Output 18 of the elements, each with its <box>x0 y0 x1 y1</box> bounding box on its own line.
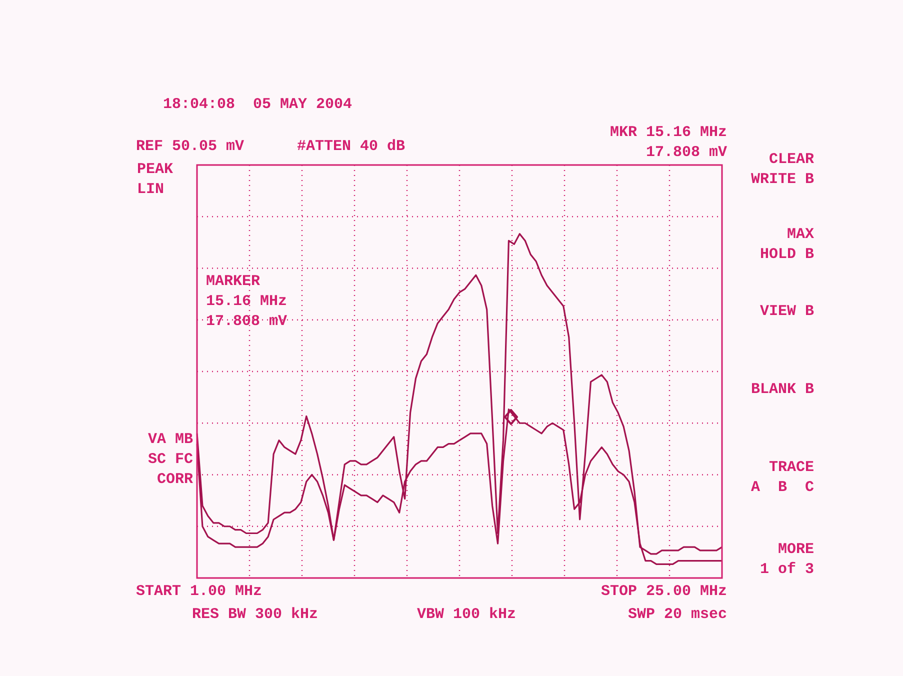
text: START 1.00 MHz <box>136 582 262 602</box>
text: #ATTEN 40 dB <box>297 137 406 157</box>
chart-title: 18:04:08 05 MAY 2004 <box>163 95 352 115</box>
text: VIEW B <box>760 302 814 322</box>
text: MORE 1 of 3 <box>760 540 814 580</box>
text: TRACE A B C <box>750 458 814 498</box>
text: CLEAR WRITE B <box>750 150 814 190</box>
annotation: MARKER 15.16 MHz 17.808 mV <box>206 272 288 332</box>
text: VBW 100 kHz <box>417 605 516 625</box>
text: MKR 15.16 MHz 17.808 mV <box>610 123 727 163</box>
text: VA MB SC FC CORR <box>148 430 193 490</box>
text: MAX HOLD B <box>760 225 814 265</box>
text: REF 50.05 mV <box>136 137 244 157</box>
text: PEAK LIN <box>137 160 174 200</box>
text: SWP 20 msec <box>628 605 727 625</box>
text: RES BW 300 kHz <box>192 605 318 625</box>
text: BLANK B <box>750 380 814 400</box>
text: STOP 25.00 MHz <box>600 582 727 602</box>
